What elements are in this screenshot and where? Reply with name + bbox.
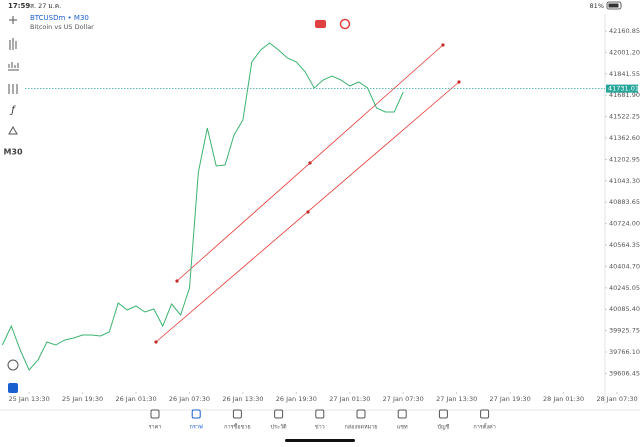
tab-label: ข่าว: [315, 425, 325, 431]
x-tick-label: 25 Jan 19:30: [62, 395, 103, 403]
tab-label: กล่องจดหมาย: [344, 425, 377, 431]
y-tick-label: 41362.60: [609, 134, 640, 142]
current-price-label: 41731.01: [608, 85, 639, 93]
trade-button[interactable]: [315, 20, 326, 28]
volume-tool[interactable]: [8, 62, 19, 71]
function-tool[interactable]: ƒ: [9, 105, 16, 116]
tab[interactable]: กล่องจดหมาย: [344, 409, 378, 431]
chart-type-tool[interactable]: [9, 38, 17, 50]
chart-subtitle: Bitcoin vs US Dollar: [30, 23, 94, 31]
objects-tool[interactable]: [8, 125, 18, 135]
timeframe[interactable]: M30: [3, 148, 23, 157]
tab[interactable]: ข่าว: [315, 409, 325, 431]
y-tick-label: 41522.25: [609, 113, 640, 121]
y-tick-label: 40085.40: [609, 305, 640, 313]
tab[interactable]: ราคา: [149, 409, 162, 431]
tab-label: ประวัติ: [271, 424, 287, 431]
y-tick-label: 40564.35: [609, 241, 640, 249]
x-tick-label: 27 Jan 13:30: [436, 395, 477, 403]
y-tick-label: 41043.30: [609, 177, 640, 185]
tab[interactable]: บัญชี: [437, 409, 450, 431]
x-tick-label: 27 Jan 19:30: [490, 395, 531, 403]
x-tick-label: 27 Jan 07:30: [383, 395, 424, 403]
x-tick-label: 28 Jan 07:30: [596, 395, 637, 403]
y-tick-label: 39766.10: [609, 348, 640, 356]
crosshair-tool[interactable]: [9, 16, 17, 24]
y-tick-label: 40724.00: [609, 220, 640, 228]
y-tick-label: 39925.75: [609, 327, 640, 335]
tab-icon: [356, 409, 366, 419]
y-tick-label: 40883.65: [609, 198, 640, 206]
home-indicator: [285, 439, 355, 442]
tab-label: บัญชี: [437, 424, 449, 431]
tab[interactable]: การซื้อขาย: [224, 409, 251, 431]
tab-label: การตั้งค่า: [473, 423, 495, 431]
tab-icon: [191, 409, 201, 419]
tab-label: ราคา: [149, 425, 162, 431]
chart-title: BTCUSDm • M30: [30, 14, 89, 22]
x-tick-label: 26 Jan 01:30: [115, 395, 156, 403]
status-date: ส. 27 ม.ค.: [30, 2, 61, 10]
y-tick-label: 41681.90: [609, 91, 640, 99]
tab-icon: [438, 409, 448, 419]
price-line: [1, 42, 404, 371]
x-tick-label: 27 Jan 01:30: [329, 395, 370, 403]
tab-icon: [397, 409, 407, 419]
status-battery: 81%: [590, 2, 604, 10]
y-tick-label: 40404.70: [609, 262, 640, 270]
tab-label: แชท: [397, 424, 408, 431]
x-tick-label: 28 Jan 01:30: [543, 395, 584, 403]
tab-icon: [274, 409, 284, 419]
trend-handles: [154, 43, 461, 344]
x-tick-label: 25 Jan 13:30: [9, 395, 50, 403]
battery-icon: [606, 1, 622, 10]
tab-label: การซื้อขาย: [224, 423, 250, 431]
tab-label: กราฟ: [190, 424, 203, 431]
tab-icon: [150, 409, 160, 419]
y-tick-label: 39606.45: [609, 369, 640, 377]
y-tick-label: 41202.95: [609, 155, 640, 163]
current-price-tag: [606, 84, 638, 93]
x-tick-label: 26 Jan 13:30: [222, 395, 263, 403]
y-tick-label: 41841.55: [609, 70, 640, 78]
y-tick-label: 42160.85: [609, 27, 640, 35]
left-toolbar: ƒ M30: [3, 16, 23, 393]
status-time: 17:59: [8, 2, 30, 10]
tab-icon: [480, 409, 490, 419]
tab[interactable]: การตั้งค่า: [473, 409, 496, 431]
indicator-button[interactable]: [339, 18, 351, 30]
battery-level: [608, 3, 619, 8]
x-tick-label: 26 Jan 19:30: [276, 395, 317, 403]
x-tick-label: 26 Jan 07:30: [169, 395, 210, 403]
tab-icon: [232, 409, 242, 419]
y-tick-label: 40245.05: [609, 284, 640, 292]
app-icon[interactable]: [8, 383, 18, 393]
tab-icon: [315, 409, 325, 419]
tab[interactable]: ประวัติ: [271, 409, 287, 431]
y-tick-label: 42001.20: [609, 48, 640, 56]
tab[interactable]: กราฟ: [190, 409, 203, 431]
indicators-tool[interactable]: [8, 84, 18, 94]
zoom-tool[interactable]: [7, 359, 19, 371]
tab[interactable]: แชท: [397, 409, 408, 431]
